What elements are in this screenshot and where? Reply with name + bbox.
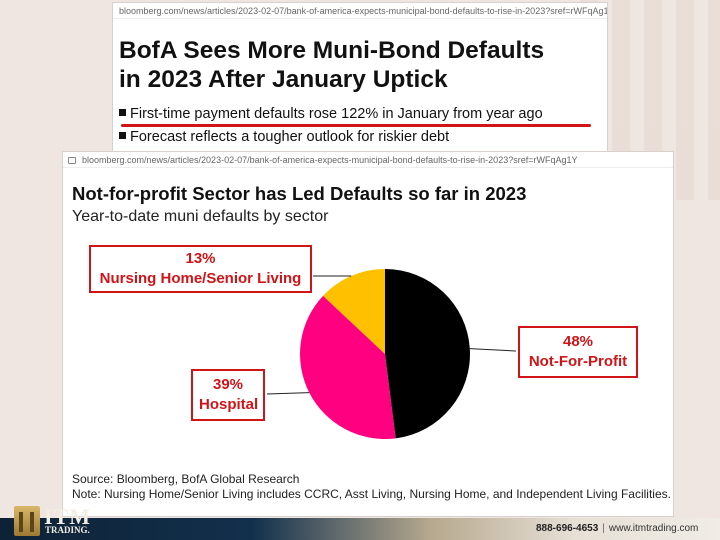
callout-nursing-home: 13% Nursing Home/Senior Living [89,245,312,293]
headline-line-1: BofA Sees More Muni-Bond Defaults [119,37,545,64]
callout-nfp-label: Not-For-Profit [528,353,628,370]
callout-nfp-pct: 48% [562,333,594,350]
bullet-text-2: Forecast reflects a tougher outlook for … [130,129,450,145]
callout-nursing-label: Nursing Home/Senior Living [99,270,302,287]
article-headline: BofA Sees More Muni-Bond Defaults in 202… [119,36,607,94]
contact-separator: | [602,523,605,534]
site-settings-icon [68,157,76,164]
bullet-square-icon [119,132,126,139]
callout-hosp-pct: 39% [212,376,244,393]
top-article-url: bloomberg.com/news/articles/2023-02-07/b… [113,3,607,19]
chart-article-card: bloomberg.com/news/articles/2023-02-07/b… [62,151,674,517]
chart-title: Not-for-profit Sector has Led Defaults s… [72,183,527,204]
footer-bar [0,518,720,540]
bullet-square-icon [119,109,126,116]
phone-number[interactable]: 888-696-4653 [536,523,599,534]
contact-info: 888-696-4653 | www.itmtrading.com [536,523,698,534]
logo-subtext: TRADING. [45,525,90,535]
column-logo-icon [14,506,40,536]
leader-line-hospital [266,392,310,395]
chart-article-url-bar: bloomberg.com/news/articles/2023-02-07/b… [63,152,673,168]
red-underline-highlight [121,124,591,127]
headline-line-2: in 2023 After January Uptick [119,66,448,93]
chart-footnote: Source: Bloomberg, BofA Global Research … [72,472,672,501]
callout-hosp-label: Hospital [199,396,259,413]
pie-slice-nursing-home-senior-living [323,269,385,354]
callout-hospital: 39% Hospital [191,369,265,421]
chart-note: Note: Nursing Home/Senior Living include… [72,486,671,501]
bullet-item-1: First-time payment defaults rose 122% in… [119,106,543,122]
bullet-item-2: Forecast reflects a tougher outlook for … [119,129,449,145]
itm-logo[interactable]: ITM TRADING. [14,504,100,538]
pie-chart [266,269,517,439]
pie-slice-not-for-profit [385,269,471,439]
leader-line-not-for-profit [469,348,517,352]
website-link[interactable]: www.itmtrading.com [608,523,699,534]
pie-slice-hospital [300,295,396,439]
logo-text: ITM [44,504,91,529]
chart-article-url: bloomberg.com/news/articles/2023-02-07/b… [82,155,578,165]
callout-nursing-pct: 13% [185,250,216,267]
chart-source: Source: Bloomberg, BofA Global Research [72,472,300,486]
bullet-text-1: First-time payment defaults rose 122% in… [130,106,543,122]
top-article-card: bloomberg.com/news/articles/2023-02-07/b… [112,2,608,162]
callout-not-for-profit: 48% Not-For-Profit [518,326,638,378]
chart-subtitle: Year-to-date muni defaults by sector [72,208,329,225]
